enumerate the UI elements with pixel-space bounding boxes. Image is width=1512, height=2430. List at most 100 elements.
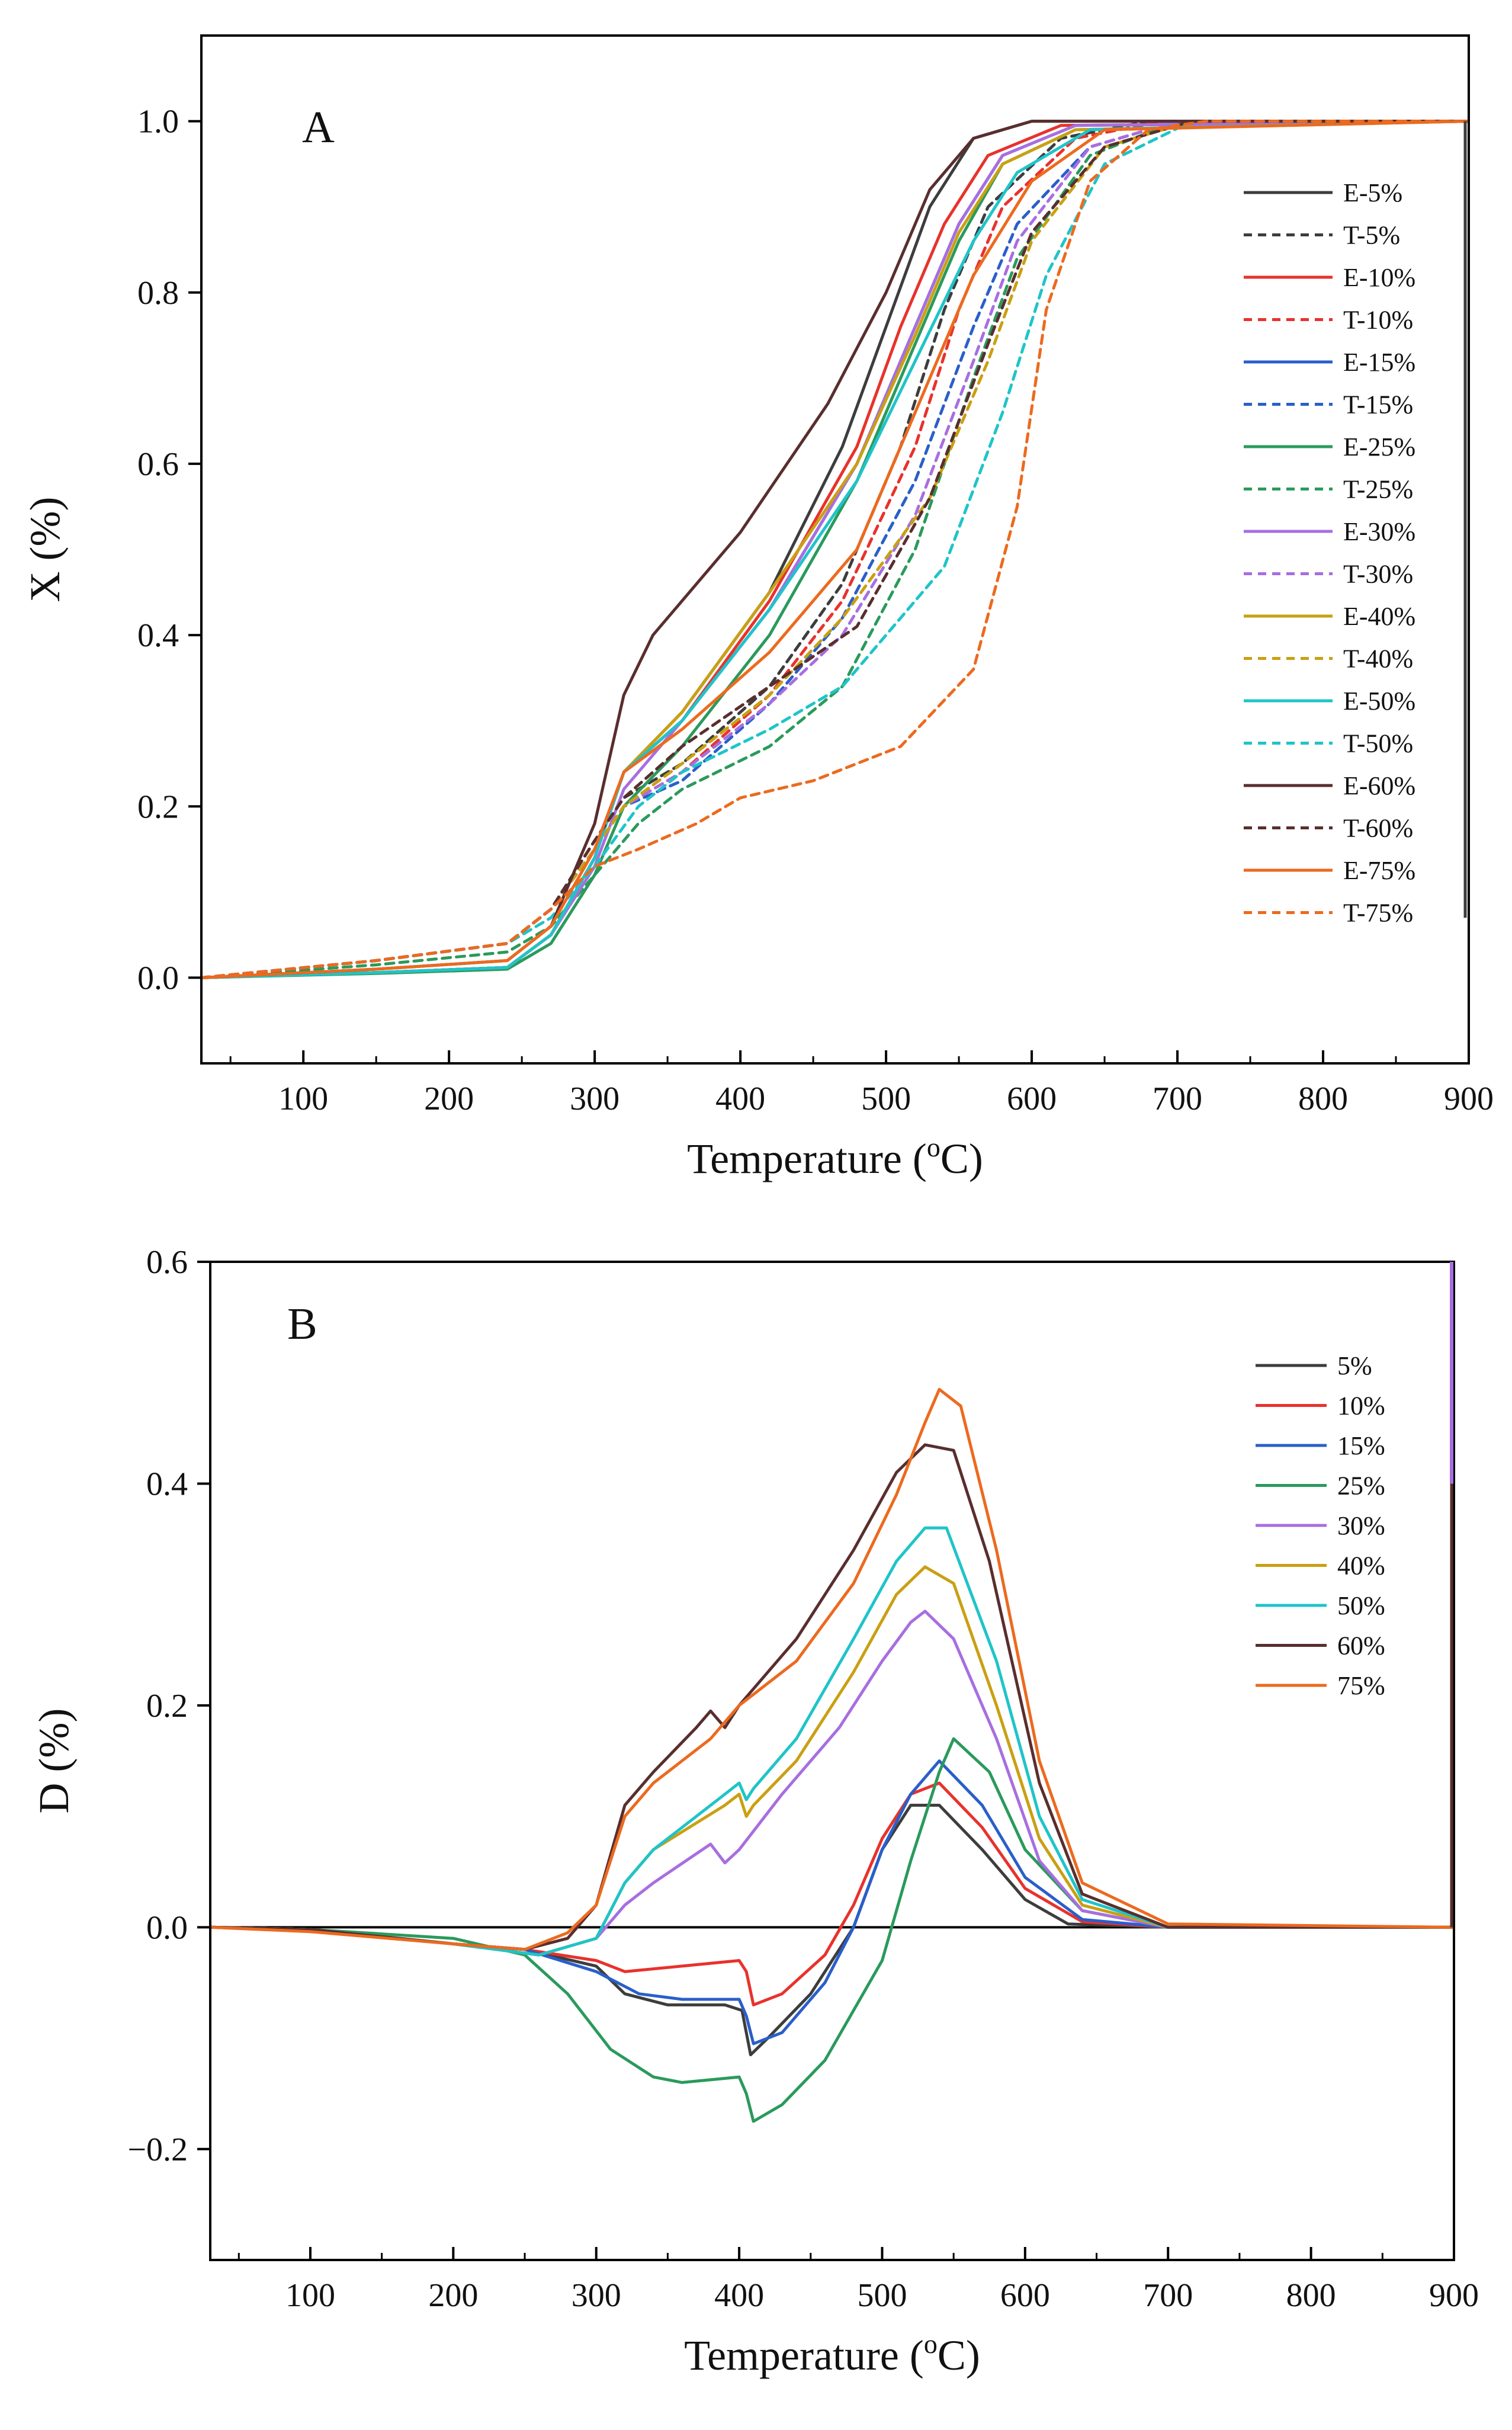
y-tick-label: 0.8 <box>137 275 179 312</box>
series-line-t-30pct <box>201 120 1469 979</box>
series-line-40pct <box>210 1565 1454 1957</box>
x-tick-label: 900 <box>1429 2277 1479 2314</box>
y-tick-label: 0.0 <box>137 960 179 996</box>
y-tick-label: 0.2 <box>146 1688 188 1724</box>
series-line-e-25pct <box>201 120 1469 979</box>
legend-label: E-5% <box>1343 178 1402 207</box>
series-line-50pct <box>210 1526 1454 1957</box>
legend-label: E-25% <box>1343 432 1415 461</box>
series-line-e-50pct <box>201 120 1469 979</box>
series-line-t-5pct <box>201 120 1469 979</box>
x-tick-label: 700 <box>1153 1081 1202 1117</box>
legend-label: T-75% <box>1343 899 1413 928</box>
plot-area <box>201 120 1469 979</box>
series-line-e-30pct <box>201 120 1469 979</box>
y-tick-label: −0.2 <box>127 2131 188 2168</box>
legend-label: 60% <box>1337 1631 1385 1660</box>
series-line-t-40pct <box>201 120 1469 979</box>
x-tick-label: 600 <box>1000 2277 1050 2314</box>
series-line-e-75pct <box>201 120 1469 979</box>
legend-label: E-10% <box>1343 263 1415 292</box>
x-axis-label: Temperature (oC) <box>684 2329 980 2379</box>
legend-label: 40% <box>1337 1551 1385 1581</box>
legend-label: T-60% <box>1343 814 1413 843</box>
series-line-25pct <box>210 1737 1454 2123</box>
x-axis-label-main: Temperature ( <box>684 2332 924 2379</box>
legend-label: E-30% <box>1343 517 1415 546</box>
y-tick-label: 0.4 <box>146 1466 188 1502</box>
panel-label: B <box>287 1299 317 1349</box>
legend-label: 5% <box>1337 1351 1372 1380</box>
x-axis-label-end: C) <box>938 2332 980 2379</box>
series-line-60pct <box>210 1443 1454 1951</box>
legend-label: T-30% <box>1343 560 1413 589</box>
series-line-t-25pct <box>201 120 1469 979</box>
series-line-e-5pct <box>201 120 1469 979</box>
series-line-t-60pct <box>201 120 1469 979</box>
x-tick-label: 500 <box>861 1081 911 1117</box>
legend: E-5% T-5% E-10% T-10% E-15% T-15% E-25% T-25% E-… <box>1244 178 1415 928</box>
y-tick-label: 0.2 <box>137 788 179 825</box>
legend-label: T-15% <box>1343 390 1413 419</box>
x-tick-label: 600 <box>1007 1081 1057 1117</box>
series-line-e-10pct <box>201 120 1469 979</box>
y-tick-label: 0.0 <box>146 1909 188 1946</box>
series-line-5pct <box>210 1803 1454 2057</box>
x-axis-label-end: C) <box>940 1135 983 1182</box>
x-axis-label-sup: o <box>927 1132 940 1162</box>
series-line-t-10pct <box>201 120 1469 979</box>
x-tick-label: 800 <box>1286 2277 1336 2314</box>
x-tick-label: 300 <box>570 1081 619 1117</box>
x-tick-label: 900 <box>1444 1081 1494 1117</box>
x-axis-label: Temperature (oC) <box>687 1132 983 1182</box>
y-tick-label: 0.4 <box>137 617 179 654</box>
y-tick-label: 0.6 <box>146 1244 188 1281</box>
x-axis-label-sup: o <box>924 2329 938 2359</box>
y-axis-label: D (%) <box>30 1708 78 1814</box>
legend-label: 15% <box>1337 1431 1385 1460</box>
legend-label: T-10% <box>1343 306 1413 335</box>
x-tick-label: 800 <box>1298 1081 1348 1117</box>
legend-label: E-15% <box>1343 348 1415 377</box>
series-line-e-60pct <box>201 120 1469 979</box>
x-tick-label: 500 <box>857 2277 907 2314</box>
series-line-30pct <box>210 1610 1454 1957</box>
series-line-e-40pct <box>201 120 1469 979</box>
legend-label: T-25% <box>1343 475 1413 504</box>
plot-area <box>210 1387 1454 2123</box>
series-line-75pct <box>210 1387 1454 1951</box>
x-tick-label: 300 <box>572 2277 621 2314</box>
panel-label: A <box>302 102 335 152</box>
series-line-t-50pct <box>201 120 1469 979</box>
legend-label: E-60% <box>1343 771 1415 800</box>
x-tick-label: 100 <box>285 2277 335 2314</box>
legend-label: 30% <box>1337 1511 1385 1540</box>
legend-label: T-50% <box>1343 729 1413 758</box>
chart-panel-a: 100 200 300 400 500 600 700 800 900 0.0 0.2 0.4 0.6 0… <box>21 34 1494 1182</box>
x-tick-label: 400 <box>715 1081 765 1117</box>
x-axis-label-main: Temperature ( <box>687 1135 927 1182</box>
x-tick-label: 700 <box>1143 2277 1193 2314</box>
legend-label: 25% <box>1337 1472 1385 1501</box>
legend-label: T-5% <box>1343 221 1400 250</box>
y-tick-label: 0.6 <box>137 446 179 483</box>
x-tick-label: 200 <box>428 2277 478 2314</box>
chart-panel-b: 100 200 300 400 500 600 700 800 900 −0.2 0.0 0.2 0.4… <box>30 1244 1479 2379</box>
x-tick-label: 200 <box>424 1081 474 1117</box>
legend-label: 50% <box>1337 1591 1385 1620</box>
x-tick-label: 100 <box>278 1081 328 1117</box>
series-line-t-75pct <box>201 120 1469 979</box>
legend: 5% 10% 15% 25% 30% 40% 50% 60% 75% <box>1256 1351 1385 1700</box>
legend-label: 75% <box>1337 1671 1385 1700</box>
legend-label: E-40% <box>1343 602 1415 631</box>
legend-label: 10% <box>1337 1392 1385 1421</box>
legend-label: T-40% <box>1343 645 1413 674</box>
x-tick-label: 400 <box>714 2277 764 2314</box>
series-line-e-15pct <box>201 120 1469 979</box>
axes-frame <box>200 34 1470 1065</box>
y-tick-label: 1.0 <box>137 104 179 140</box>
series-line-15pct <box>210 1759 1454 2046</box>
legend-label: E-50% <box>1343 687 1415 716</box>
legend-label: E-75% <box>1343 856 1415 885</box>
axes-frame <box>209 1261 1455 2261</box>
